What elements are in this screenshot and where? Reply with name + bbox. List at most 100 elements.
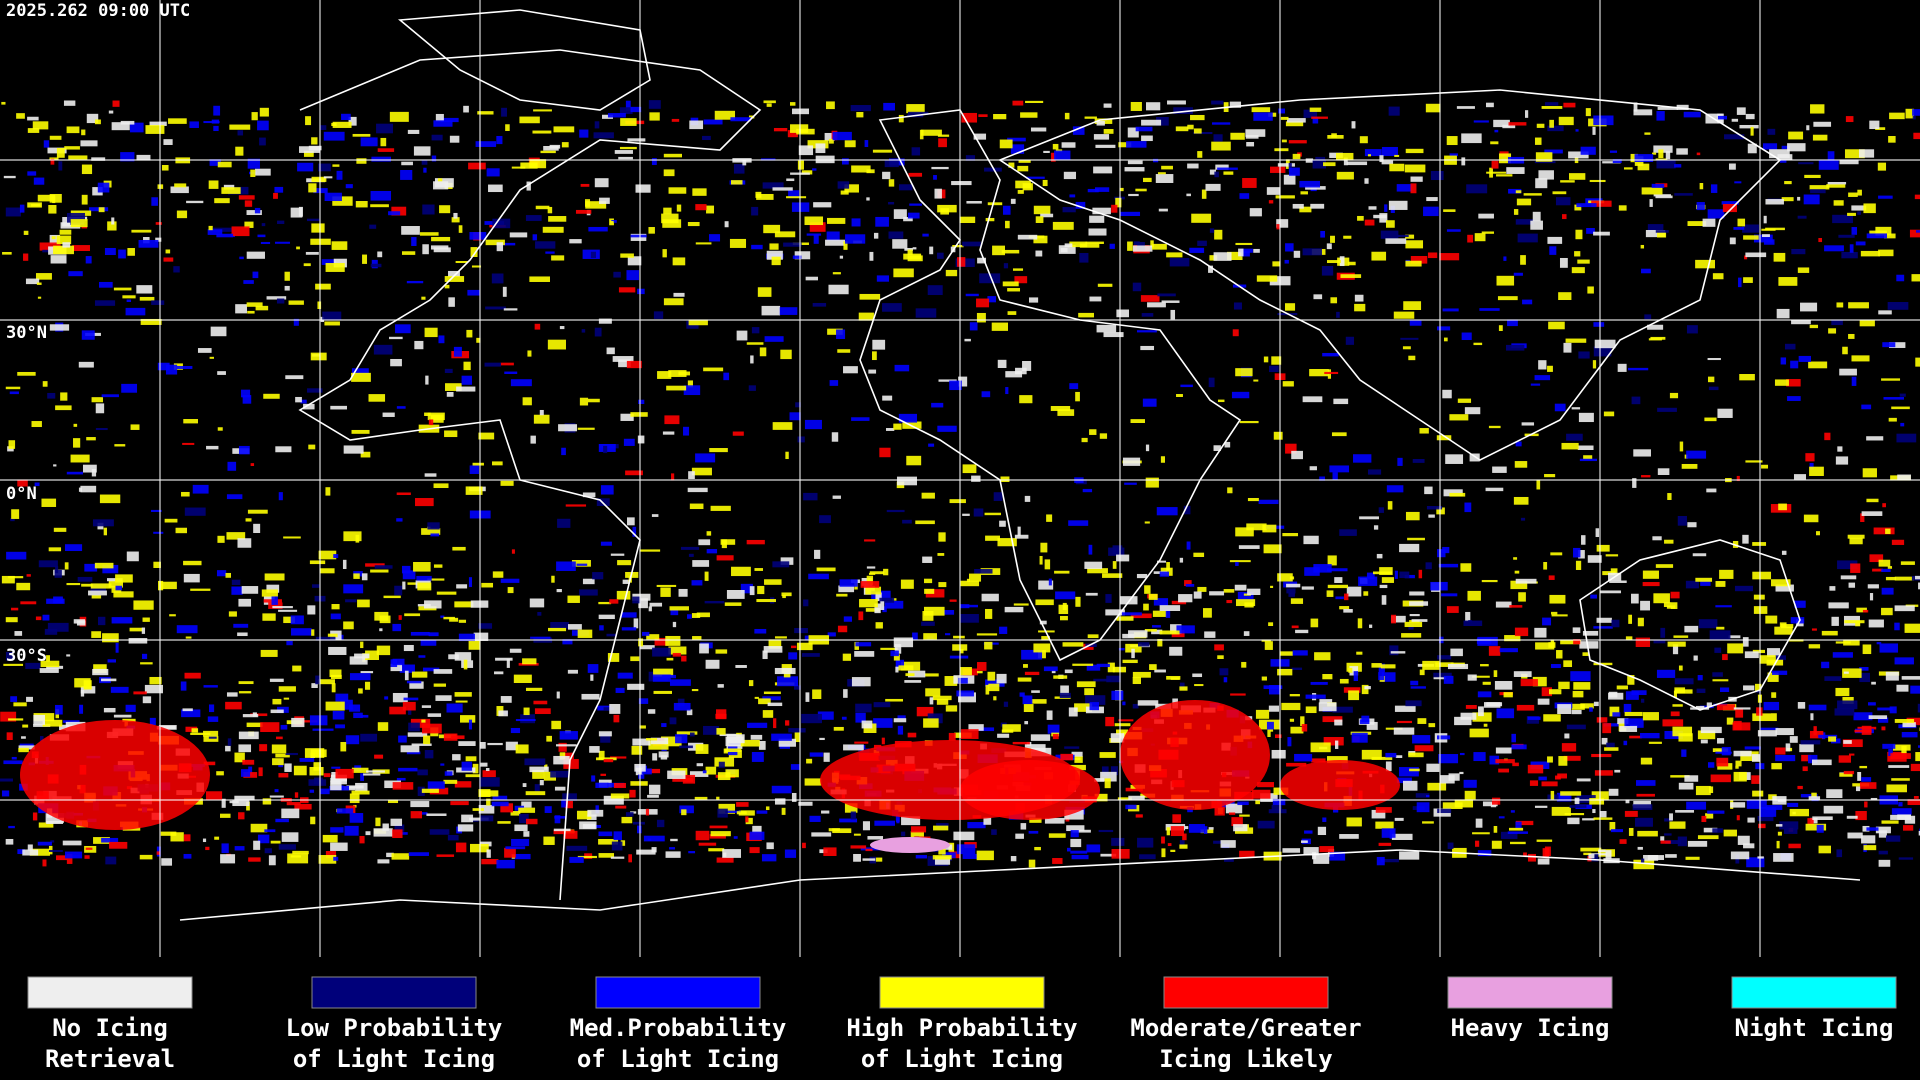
icing-patch (49, 157, 59, 161)
icing-patch (1233, 302, 1242, 310)
icing-patch (617, 672, 633, 679)
icing-patch (343, 445, 364, 454)
icing-patch (1877, 162, 1887, 171)
icing-patch (1100, 853, 1117, 857)
icing-patch (1064, 243, 1073, 248)
icing-patch (876, 275, 889, 282)
icing-patch (1750, 126, 1754, 136)
legend-label: of Light Icing (861, 1045, 1063, 1073)
icing-patch (1571, 267, 1585, 274)
icing-patch (242, 714, 259, 718)
icing-patch (695, 204, 707, 211)
icing-patch (1863, 845, 1877, 851)
icing-patch (1824, 432, 1831, 441)
icing-patch (598, 838, 619, 845)
icing-patch (375, 817, 381, 827)
icing-patch (934, 856, 951, 865)
icing-patch (586, 814, 597, 820)
icing-patch (360, 773, 365, 781)
icing-patch (1217, 655, 1224, 660)
icing-patch (679, 805, 694, 814)
icing-patch (515, 744, 529, 754)
icing-patch (341, 113, 351, 121)
icing-patch (48, 547, 62, 552)
icing-patch (1301, 724, 1308, 732)
icing-patch (1428, 723, 1436, 728)
icing-patch (1673, 635, 1689, 638)
icing-patch (1305, 706, 1317, 714)
icing-patch (627, 683, 645, 690)
icing-patch (469, 232, 487, 240)
icing-patch (1482, 801, 1498, 807)
icing-patch (43, 140, 50, 148)
icing-patch (1170, 309, 1176, 320)
icing-patch (276, 298, 285, 304)
icing-patch (1753, 594, 1765, 600)
icing-patch (330, 405, 348, 410)
icing-patch (985, 608, 993, 619)
icing-patch (1558, 756, 1568, 766)
icing-patch (1388, 106, 1400, 116)
icing-patch (781, 807, 786, 815)
icing-patch (594, 327, 602, 337)
icing-patch (1426, 197, 1438, 202)
icing-patch (1771, 579, 1791, 587)
icing-patch (1405, 260, 1422, 267)
icing-patch (1182, 833, 1187, 841)
icing-patch (1636, 793, 1655, 797)
icing-patch (374, 565, 393, 569)
icing-patch (1571, 703, 1585, 710)
icing-patch (324, 321, 340, 326)
icing-patch (886, 509, 905, 513)
icing-patch (1038, 580, 1054, 590)
icing-patch (1771, 713, 1777, 722)
icing-patch (1567, 817, 1580, 825)
icing-patch (1788, 843, 1801, 849)
icing-patch (853, 853, 861, 862)
icing-patch (107, 659, 116, 663)
icing-patch (1284, 303, 1296, 311)
icing-patch (461, 375, 472, 385)
icing-patch (92, 519, 114, 527)
icing-patch (594, 178, 609, 188)
icing-patch (705, 766, 717, 775)
icing-patch (1208, 265, 1213, 273)
icing-patch (1855, 241, 1866, 246)
icing-patch (839, 255, 844, 259)
icing-patch (160, 581, 177, 590)
icing-patch (660, 587, 671, 597)
icing-patch (649, 602, 663, 607)
icing-patch (912, 247, 917, 250)
icing-patch (1745, 252, 1767, 258)
icing-patch (255, 305, 269, 311)
icing-patch (105, 856, 117, 865)
icing-patch (1047, 724, 1060, 734)
icing-patch (1060, 685, 1069, 695)
icing-patch (278, 844, 296, 850)
icing-patch (1010, 144, 1025, 154)
icing-patch (360, 671, 374, 674)
icing-patch (365, 563, 385, 567)
icing-patch (927, 285, 943, 296)
icing-patch (35, 273, 52, 280)
icing-patch (1116, 616, 1134, 621)
icing-patch (603, 759, 614, 763)
icing-patch (695, 744, 709, 754)
icing-patch (1012, 100, 1024, 106)
icing-patch (254, 207, 261, 214)
icing-patch (214, 198, 230, 204)
icing-patch (1179, 686, 1188, 691)
icing-patch (924, 673, 939, 677)
icing-patch (208, 180, 219, 189)
icing-patch (976, 312, 986, 323)
icing-patch (1166, 252, 1183, 258)
icing-patch (390, 358, 402, 367)
icing-patch (921, 492, 935, 499)
icing-patch (444, 276, 465, 282)
icing-patch (547, 339, 566, 350)
icing-patch (131, 229, 152, 233)
icing-patch (1735, 765, 1739, 769)
icing-patch (425, 375, 429, 385)
icing-patch (250, 823, 268, 833)
icing-patch (716, 796, 720, 800)
